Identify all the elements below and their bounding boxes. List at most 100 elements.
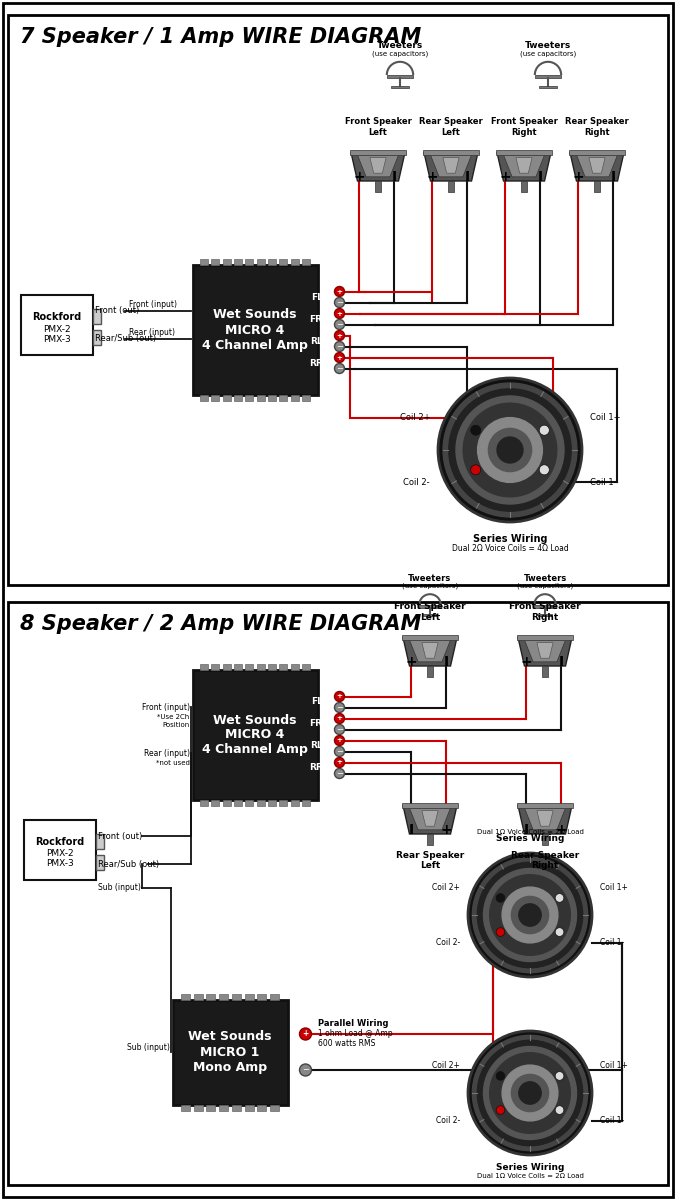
Circle shape [335, 736, 345, 745]
FancyBboxPatch shape [193, 670, 318, 800]
Text: +: + [573, 170, 584, 184]
FancyBboxPatch shape [257, 259, 265, 265]
FancyBboxPatch shape [279, 664, 287, 670]
Circle shape [555, 1072, 564, 1080]
Text: Coil 2-: Coil 2- [436, 938, 460, 948]
Text: Rear (input): Rear (input) [129, 328, 175, 337]
Polygon shape [570, 152, 624, 181]
Circle shape [335, 342, 345, 352]
FancyBboxPatch shape [211, 664, 219, 670]
Circle shape [335, 353, 345, 362]
Text: +: + [354, 170, 365, 184]
FancyBboxPatch shape [270, 1104, 279, 1110]
Text: +: + [521, 655, 532, 668]
Circle shape [483, 1046, 577, 1140]
Text: Coil 2+: Coil 2+ [432, 883, 460, 892]
FancyBboxPatch shape [258, 994, 266, 1000]
FancyBboxPatch shape [219, 994, 228, 1000]
Text: +: + [337, 715, 343, 721]
Text: −: − [336, 364, 343, 373]
Circle shape [335, 364, 345, 373]
Text: Coil 2+: Coil 2+ [400, 413, 430, 422]
Text: +: + [500, 170, 511, 184]
Text: 7 Speaker / 1 Amp WIRE DIAGRAM: 7 Speaker / 1 Amp WIRE DIAGRAM [20, 26, 421, 47]
Text: −: − [336, 298, 343, 307]
Text: Series Wiring: Series Wiring [473, 534, 548, 544]
FancyBboxPatch shape [517, 803, 573, 808]
Text: +: + [337, 288, 343, 294]
Circle shape [496, 1105, 505, 1115]
FancyBboxPatch shape [270, 994, 279, 1000]
Polygon shape [577, 155, 617, 176]
Circle shape [335, 714, 345, 724]
Text: +: + [440, 823, 452, 836]
FancyBboxPatch shape [541, 834, 548, 846]
Text: I: I [408, 823, 414, 836]
FancyBboxPatch shape [206, 1104, 215, 1110]
FancyBboxPatch shape [93, 308, 101, 324]
Circle shape [463, 403, 557, 497]
Text: RL: RL [310, 336, 322, 346]
Polygon shape [358, 155, 399, 176]
Text: Tweeters: Tweeters [523, 574, 566, 583]
FancyBboxPatch shape [387, 74, 413, 78]
Polygon shape [497, 152, 551, 181]
FancyBboxPatch shape [517, 635, 573, 640]
Polygon shape [443, 157, 459, 173]
Circle shape [519, 904, 541, 926]
FancyBboxPatch shape [172, 1000, 287, 1104]
Text: (use capacitors): (use capacitors) [517, 582, 573, 589]
Circle shape [555, 894, 564, 902]
Text: −: − [336, 746, 343, 756]
Text: I: I [523, 823, 529, 836]
Circle shape [555, 928, 564, 936]
Circle shape [299, 1064, 312, 1076]
Text: (use capacitors): (use capacitors) [402, 582, 458, 589]
FancyBboxPatch shape [302, 395, 310, 401]
Text: −: − [336, 725, 343, 734]
FancyBboxPatch shape [180, 1104, 190, 1110]
Text: Dual 1Ω Voice Coils = 2Ω Load: Dual 1Ω Voice Coils = 2Ω Load [477, 829, 583, 835]
Text: Front Speaker
Left: Front Speaker Left [345, 118, 412, 137]
Text: +: + [556, 823, 567, 836]
Text: −: − [302, 1066, 309, 1074]
Text: Front (input): Front (input) [129, 300, 177, 308]
FancyBboxPatch shape [291, 664, 299, 670]
Text: Coil 2-: Coil 2- [436, 1116, 460, 1126]
FancyBboxPatch shape [257, 800, 265, 806]
Text: +: + [427, 170, 438, 184]
Text: +: + [337, 760, 343, 766]
Text: Front Speaker
Left: Front Speaker Left [394, 602, 466, 622]
FancyBboxPatch shape [245, 1104, 254, 1110]
FancyBboxPatch shape [234, 395, 242, 401]
Polygon shape [410, 808, 450, 830]
FancyBboxPatch shape [206, 994, 215, 1000]
Text: RR: RR [309, 763, 322, 773]
FancyBboxPatch shape [232, 994, 241, 1000]
Polygon shape [351, 152, 405, 181]
Text: Tweeters: Tweeters [408, 574, 452, 583]
Text: Wet Sounds
MICRO 4
4 Channel Amp: Wet Sounds MICRO 4 4 Channel Amp [202, 308, 308, 352]
Text: Coil 1-: Coil 1- [600, 938, 624, 948]
FancyBboxPatch shape [521, 181, 527, 192]
Polygon shape [431, 155, 472, 176]
FancyBboxPatch shape [402, 635, 458, 640]
Text: Front (input): Front (input) [141, 702, 189, 712]
Polygon shape [518, 805, 572, 834]
Text: +: + [337, 738, 343, 744]
FancyBboxPatch shape [302, 259, 310, 265]
FancyBboxPatch shape [8, 602, 668, 1186]
Circle shape [496, 928, 505, 936]
Polygon shape [525, 640, 566, 662]
Circle shape [483, 869, 577, 961]
Circle shape [438, 378, 582, 522]
Circle shape [335, 757, 345, 768]
FancyBboxPatch shape [496, 150, 552, 155]
FancyBboxPatch shape [423, 150, 479, 155]
Circle shape [502, 887, 558, 943]
Text: Series Wiring: Series Wiring [496, 834, 564, 842]
Circle shape [539, 425, 550, 436]
FancyBboxPatch shape [257, 664, 265, 670]
FancyBboxPatch shape [419, 605, 441, 607]
FancyBboxPatch shape [222, 800, 231, 806]
